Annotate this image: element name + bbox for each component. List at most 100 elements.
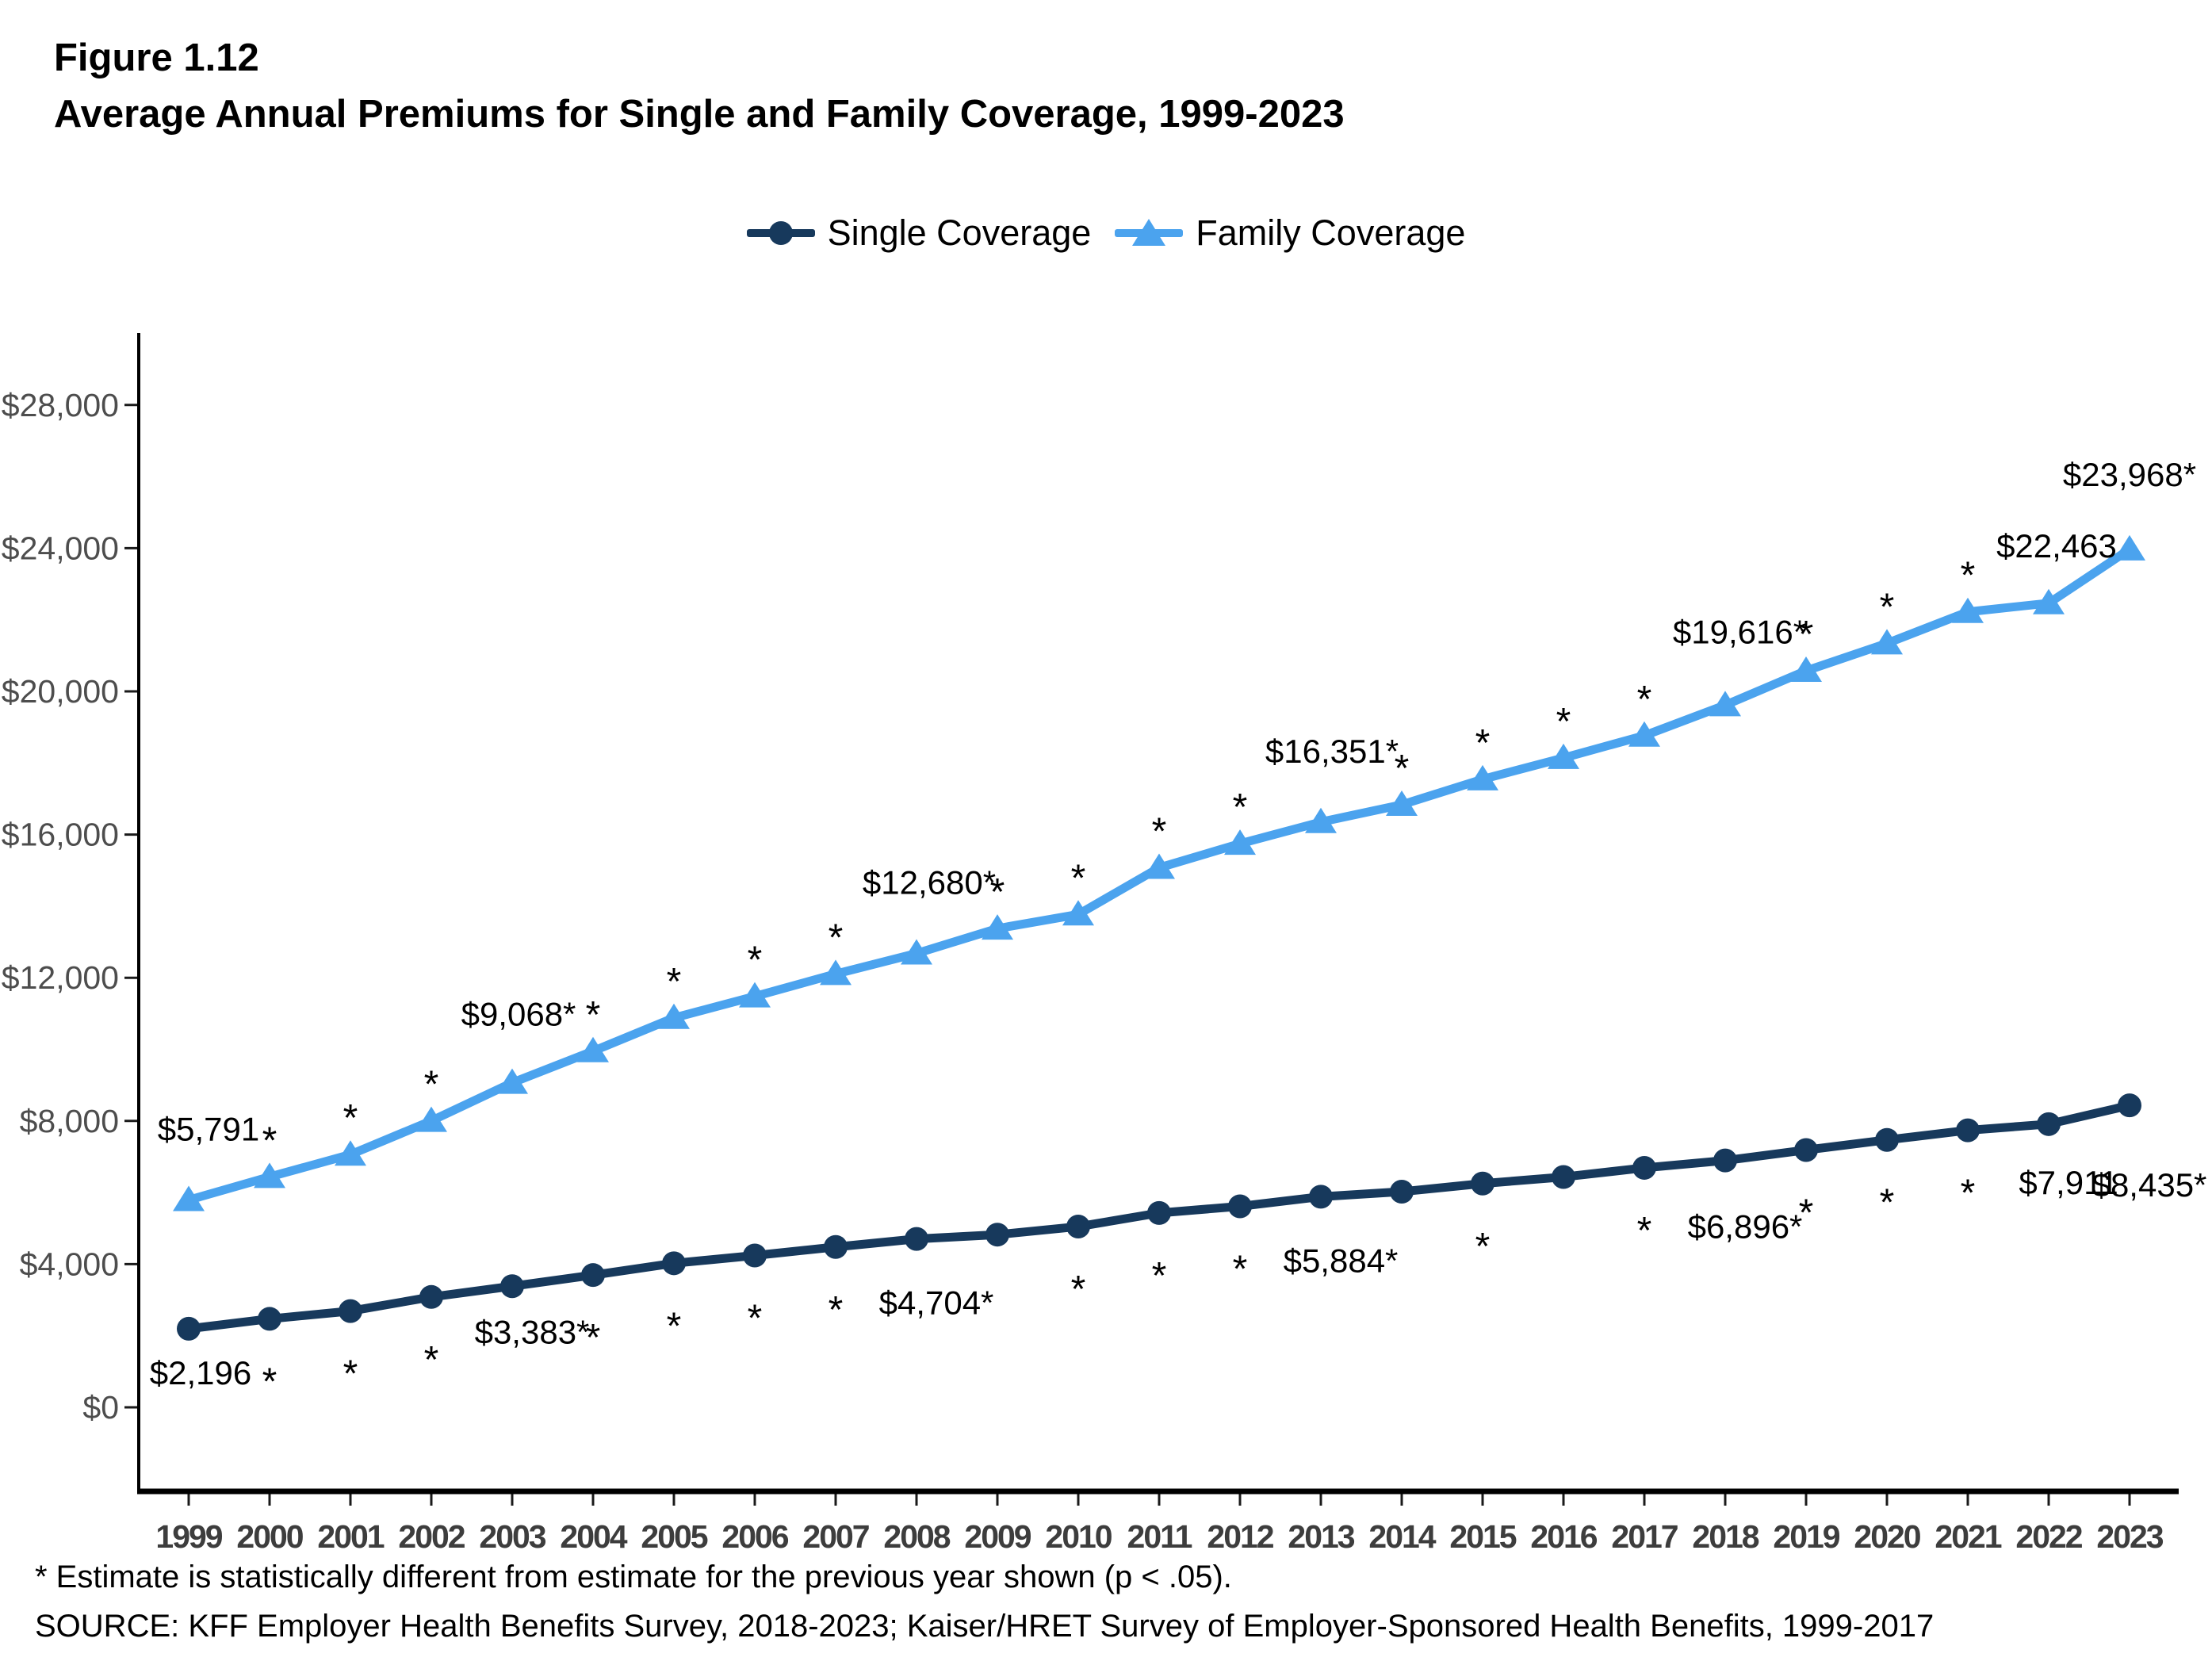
family-coverage-point-2007 [820,959,852,986]
single-coverage-data-label-2022: $7,911 [2019,1164,2118,1201]
single-coverage-point-2019 [1794,1138,1818,1162]
family-coverage-significance-asterisk-2021: * [1961,555,1976,597]
single-coverage-significance-asterisk-2007: * [829,1289,844,1331]
family-coverage-data-label-2023: $23,968* [2063,456,2196,493]
x-tick-label: 1999 [155,1518,222,1555]
y-tick-label: $20,000 [2,673,119,710]
family-coverage-significance-asterisk-2009: * [990,871,1005,913]
single-coverage-significance-asterisk-2005: * [667,1305,682,1347]
legend-label-family: Family Coverage [1196,212,1466,253]
single-coverage-significance-asterisk-2020: * [1880,1182,1895,1224]
family-coverage-significance-asterisk-2012: * [1233,787,1248,829]
single-coverage-point-2000 [258,1307,281,1331]
x-tick-label: 2008 [883,1518,950,1555]
family-coverage-data-label-1999: $5,791 [158,1111,259,1148]
family-coverage-significance-asterisk-2020: * [1880,586,1895,628]
single-coverage-point-2004 [581,1263,605,1288]
single-coverage-data-label-2008: $4,704* [879,1284,994,1322]
family-coverage-significance-asterisk-2010: * [1071,857,1086,899]
single-coverage-point-2021 [1956,1118,1980,1143]
single-coverage-point-2006 [743,1243,767,1268]
x-tick-label: 2000 [236,1518,303,1555]
legend-item-family: Family Coverage [1115,212,1465,254]
single-coverage-point-2008 [905,1227,928,1251]
circle-marker-icon [768,221,793,245]
x-tick-label: 2001 [317,1518,384,1555]
x-tick-label: 2009 [964,1518,1031,1555]
chart-legend: Single Coverage Family Coverage [0,212,2212,254]
family-coverage-point-2022 [2033,588,2065,614]
family-coverage-point-2010 [1062,900,1094,926]
family-coverage-significance-asterisk-2016: * [1556,701,1571,743]
y-tick-label: $28,000 [2,387,119,423]
x-tick-label: 2004 [560,1518,627,1555]
family-coverage-point-2009 [982,914,1013,940]
single-coverage-point-2022 [2037,1112,2061,1136]
y-tick-label: $4,000 [20,1246,119,1282]
family-coverage-point-2019 [1790,656,1822,682]
single-coverage-significance-asterisk-2004: * [586,1317,601,1359]
family-coverage-point-2015 [1467,764,1498,790]
family-coverage-data-label-2008: $12,680* [863,863,996,901]
family-coverage-point-2020 [1871,629,1903,655]
x-tick-label: 2012 [1207,1518,1273,1555]
x-tick-label: 2003 [479,1518,545,1555]
x-tick-label: 2021 [1935,1518,2001,1555]
y-tick-label: $0 [82,1389,119,1426]
footnote-significance: * Estimate is statistically different fr… [35,1560,1232,1594]
single-coverage-data-label-1999: $2,196 [150,1354,251,1391]
family-coverage-point-1999 [173,1185,205,1211]
family-coverage-significance-asterisk-2006: * [748,940,763,982]
y-tick-label: $12,000 [2,959,119,996]
family-coverage-point-2014 [1386,790,1418,816]
single-coverage-point-2013 [1309,1185,1333,1209]
family-coverage-significance-asterisk-2015: * [1475,722,1491,764]
single-coverage-point-2020 [1875,1127,1899,1152]
x-tick-label: 2020 [1854,1518,1920,1555]
family-coverage-data-label-2022: $22,463 [1996,527,2117,565]
single-coverage-point-2012 [1228,1194,1252,1219]
family-coverage-significance-asterisk-2019: * [1799,614,1814,656]
y-tick-label: $24,000 [2,530,119,566]
family-coverage-significance-asterisk-2000: * [262,1120,277,1162]
family-coverage-point-2018 [1709,691,1741,717]
family-coverage-significance-asterisk-2011: * [1152,810,1167,852]
x-tick-label: 2002 [398,1518,465,1555]
family-coverage-significance-asterisk-2004: * [586,994,601,1036]
x-tick-label: 2016 [1530,1518,1597,1555]
single-coverage-data-label-2018: $6,896* [1688,1208,1803,1246]
single-coverage-data-label-2013: $5,884* [1284,1242,1399,1279]
x-tick-label: 2005 [641,1518,707,1555]
single-coverage-data-label-2023: $8,435* [2092,1166,2207,1204]
family-coverage-point-2001 [335,1140,366,1166]
figure-title: Average Annual Premiums for Single and F… [54,93,1345,136]
x-tick-label: 2007 [802,1518,868,1555]
family-coverage-point-2012 [1224,829,1256,855]
footnotes: * Estimate is statistically different fr… [35,1552,1934,1651]
family-coverage-marker-icon [1115,217,1184,249]
family-coverage-point-2011 [1143,853,1175,879]
triangle-marker-icon [1132,219,1166,246]
single-coverage-point-2017 [1632,1155,1656,1180]
single-coverage-point-2018 [1713,1148,1737,1173]
legend-item-single: Single Coverage [746,212,1091,254]
single-coverage-point-2014 [1390,1179,1414,1204]
x-tick-label: 2014 [1368,1518,1436,1555]
single-coverage-significance-asterisk-2021: * [1961,1173,1976,1215]
single-coverage-significance-asterisk-2001: * [343,1353,358,1395]
x-tick-label: 2013 [1288,1518,1354,1555]
family-coverage-significance-asterisk-2014: * [1395,748,1410,790]
family-coverage-point-2008 [901,939,932,965]
single-coverage-point-2011 [1147,1200,1171,1225]
x-tick-label: 2015 [1449,1518,1516,1555]
x-tick-label: 2023 [2096,1518,2163,1555]
single-coverage-marker-icon [746,217,815,249]
family-coverage-point-2013 [1305,807,1337,833]
single-coverage-point-2001 [339,1299,362,1323]
single-coverage-significance-asterisk-2002: * [424,1339,439,1381]
single-coverage-significance-asterisk-2015: * [1475,1226,1491,1268]
figure-number: Figure 1.12 [54,36,259,79]
footnote-source: SOURCE: KFF Employer Health Benefits Sur… [35,1609,1935,1644]
family-coverage-significance-asterisk-2002: * [424,1064,439,1106]
